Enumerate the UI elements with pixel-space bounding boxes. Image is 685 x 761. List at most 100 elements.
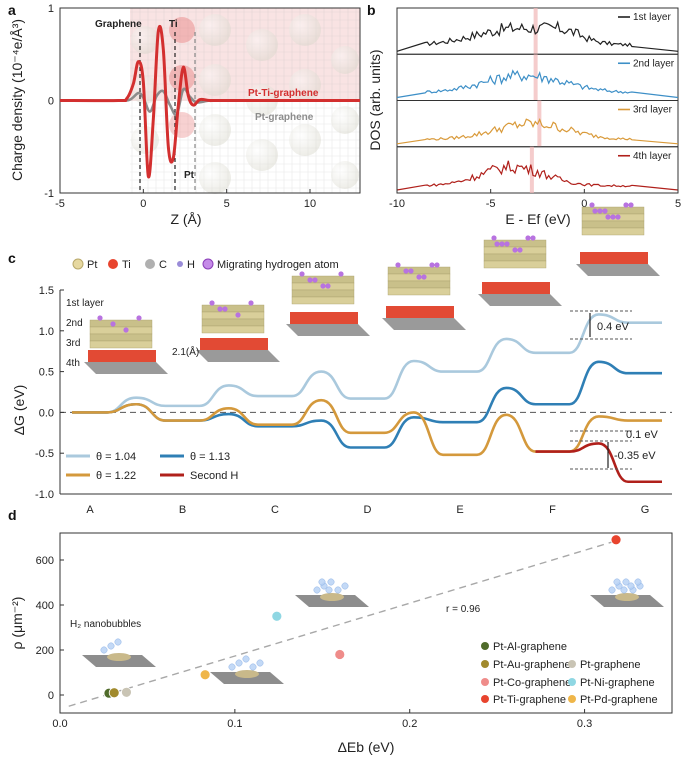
pt-layer (201, 325, 265, 334)
panel-c-legend-top: Pt Ti C H Migrating hydrogen atom (72, 258, 339, 271)
legend-c-label: C (159, 259, 167, 271)
c-category-label: G (641, 504, 650, 516)
h2-bubble (318, 578, 326, 586)
d-xtick-label: 0.1 (227, 718, 242, 730)
structure-inset-2 (196, 300, 280, 362)
b-fermi-marker (537, 100, 542, 147)
annotation-0-4ev: 0.4 eV (597, 321, 629, 333)
legend-c-series-1: θ = 1.13 (190, 451, 230, 463)
migrating-h-atom (320, 283, 326, 289)
migrating-h-atom (597, 208, 603, 214)
legend-label-Pt-Au-graphene: Pt-Au-graphene (493, 659, 571, 671)
c-category-label: C (271, 504, 279, 516)
panel-d-axes: 0.0 0.1 0.2 0.3 0 200 400 600 (36, 539, 620, 730)
panel-label-d: d (8, 507, 17, 523)
pt-cluster (320, 593, 344, 601)
layer-labels: 1st layer 2nd 3rd 4th 2.1(Å) (66, 298, 199, 369)
migrating-h-atom (610, 214, 616, 220)
b-legend-label: 4th layer (633, 151, 672, 162)
h2-bubble (327, 578, 335, 586)
panel-c-structure-insets (84, 202, 660, 374)
legend-c-series-3: Second H (190, 470, 238, 482)
migrating-h-atom (615, 214, 621, 220)
migrating-h-atom (517, 247, 523, 253)
legend-label-Pt-Ti-graphene: Pt-Ti-graphene (493, 694, 566, 706)
h2-bubble (634, 578, 642, 586)
migrating-h-atom (494, 241, 500, 247)
pt-layer (291, 275, 355, 284)
layer-label-1: 1st layer (66, 298, 104, 309)
panel-b-xlabel: E - Ef (eV) (505, 211, 570, 227)
panel-c-series (72, 313, 662, 484)
layer-label-4: 4th (66, 358, 80, 369)
legend-ti-icon (108, 259, 118, 269)
migrating-h-atom (123, 327, 129, 333)
panel-d-frame (59, 532, 673, 714)
migrating-h-atom (209, 300, 215, 306)
panel-label-a: a (8, 2, 16, 18)
panel-d-ylabel: ρ (μm⁻²) (9, 597, 25, 650)
a-ytick-label: 1 (48, 3, 54, 15)
graphene-sheet (196, 350, 280, 362)
c-category-label: A (86, 504, 94, 516)
c-series-line-θ = 1.04 (72, 313, 662, 414)
legend-ti-label: Ti (122, 259, 131, 271)
migrating-h-atom (325, 283, 331, 289)
legend-marker-Pt-Ti-graphene (481, 695, 489, 703)
pt-layer (89, 319, 153, 328)
migrating-h-atom (299, 271, 305, 277)
h2-bubble (228, 663, 236, 671)
ti-layer (290, 312, 358, 324)
d-xtick-label: 0.2 (402, 718, 417, 730)
migrating-h-atom (222, 306, 228, 312)
migrating-h-atom (307, 277, 313, 283)
point-Pt-graphene (121, 686, 132, 698)
ti-layer (200, 338, 268, 350)
h2-bubble (313, 586, 321, 594)
ti-layer (88, 350, 156, 362)
graphene-sheet (286, 324, 370, 336)
c-ytick-label: 0.5 (39, 367, 54, 379)
legend-migrating-h-label: Migrating hydrogen atom (217, 259, 339, 271)
c-category-label: D (364, 504, 372, 516)
legend-pt-label: Pt (87, 259, 97, 271)
migrating-h-atom (110, 321, 116, 327)
b-subpanel-frame (396, 146, 679, 194)
c-ytick-label: -0.5 (35, 448, 54, 460)
h2-bubble (608, 586, 616, 594)
b-xtick-label: -10 (389, 198, 405, 210)
migrating-h-atom (589, 202, 595, 208)
pt-cluster (235, 670, 259, 678)
legend-pt-graphene: Pt-graphene (255, 112, 314, 123)
point-Pt-Pd-graphene (199, 669, 211, 681)
a-ytick-label: -1 (44, 188, 54, 200)
panel-a-xlabel: Z (Å) (170, 211, 201, 227)
ti-layer (580, 252, 648, 264)
pt-layer (89, 340, 153, 349)
graphene-sheet (84, 362, 168, 374)
panel-b-plot: 1st layer 2nd layer 3rd layer 4th layer -10 -… (389, 7, 681, 210)
b-xtick-label: -5 (486, 198, 496, 210)
legend-pt-icon (72, 258, 84, 270)
graphene-sheet (478, 294, 562, 306)
migrating-h-atom (602, 208, 608, 214)
migrating-h-atom (338, 271, 344, 277)
migrating-h-atom (403, 268, 409, 274)
pt-layer (387, 287, 451, 296)
migrating-h-atom (429, 262, 435, 268)
d-xtick-label: 0.3 (577, 718, 592, 730)
migrating-h-atom (136, 315, 142, 321)
legend-label-Pt-Ni-graphene: Pt-Ni-graphene (580, 677, 655, 689)
legend-migrating-h-icon (202, 258, 214, 270)
d-xtick-label: 0.0 (52, 718, 67, 730)
b-legend-label: 2nd layer (633, 58, 675, 69)
h2-bubble (256, 659, 264, 667)
graphene-sheet (382, 318, 466, 330)
ti-layer (386, 306, 454, 318)
migrating-h-atom (408, 268, 414, 274)
panel-label-c: c (8, 250, 16, 266)
legend-label-Pt-Pd-graphene: Pt-Pd-graphene (580, 694, 658, 706)
c-ytick-label: 1.0 (39, 326, 54, 338)
h2-bubble (627, 582, 635, 590)
c-ytick-label: -1.0 (35, 489, 54, 501)
